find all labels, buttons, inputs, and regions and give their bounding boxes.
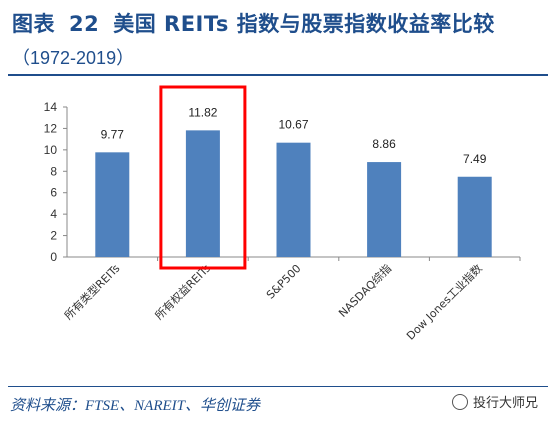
wechat-icon bbox=[452, 393, 468, 410]
data-label: 11.82 bbox=[188, 105, 217, 119]
data-label: 9.77 bbox=[101, 127, 125, 141]
y-tick-label: 14 bbox=[44, 100, 58, 114]
data-label: 8.86 bbox=[372, 137, 396, 151]
figure-title-text: 美国 REITs 指数与股票指数收益率比较 bbox=[113, 12, 495, 36]
bar bbox=[95, 152, 130, 257]
figure-label: 图表 bbox=[12, 12, 55, 36]
watermark-text: 投行大师兄 bbox=[473, 396, 539, 411]
figure-subtitle: （1972-2019） bbox=[12, 48, 135, 68]
figure-title: 图表 22 美国 REITs 指数与股票指数收益率比较 bbox=[12, 8, 495, 38]
source-note: 资料来源：FTSE、NAREIT、华创证券 bbox=[10, 398, 260, 414]
x-tick-label: 所有权益REITs bbox=[152, 261, 213, 322]
data-label: 10.67 bbox=[278, 118, 308, 132]
x-tick-label: S&P500 bbox=[264, 262, 304, 302]
y-tick-label: 8 bbox=[50, 164, 57, 178]
bar-chart: 0 2 4 6 8 10 12 14 9.77 所有类型REITs 11.82 所有权益REITs 10… bbox=[44, 85, 521, 343]
y-tick-label: 6 bbox=[50, 186, 57, 200]
source-rule bbox=[8, 386, 548, 387]
bar bbox=[185, 130, 220, 257]
data-label: 7.49 bbox=[463, 152, 487, 166]
y-tick-label: 0 bbox=[50, 250, 57, 264]
watermark: 投行大师兄 bbox=[452, 392, 538, 411]
figure-number: 22 bbox=[69, 12, 100, 36]
x-tick-label: Dow Jones工业指数 bbox=[403, 261, 484, 342]
y-tick-label: 10 bbox=[44, 143, 58, 157]
highlight-box bbox=[159, 85, 247, 270]
bar bbox=[276, 142, 311, 257]
title-rule bbox=[8, 74, 548, 76]
x-tick-label: NASDAQ综指 bbox=[336, 261, 395, 320]
x-tick-label: 所有类型REITs bbox=[61, 261, 122, 322]
y-tick-label: 4 bbox=[50, 207, 57, 221]
y-tick-label: 2 bbox=[50, 229, 57, 243]
bar bbox=[367, 162, 402, 257]
y-tick-label: 12 bbox=[44, 121, 58, 135]
bar bbox=[457, 176, 492, 257]
